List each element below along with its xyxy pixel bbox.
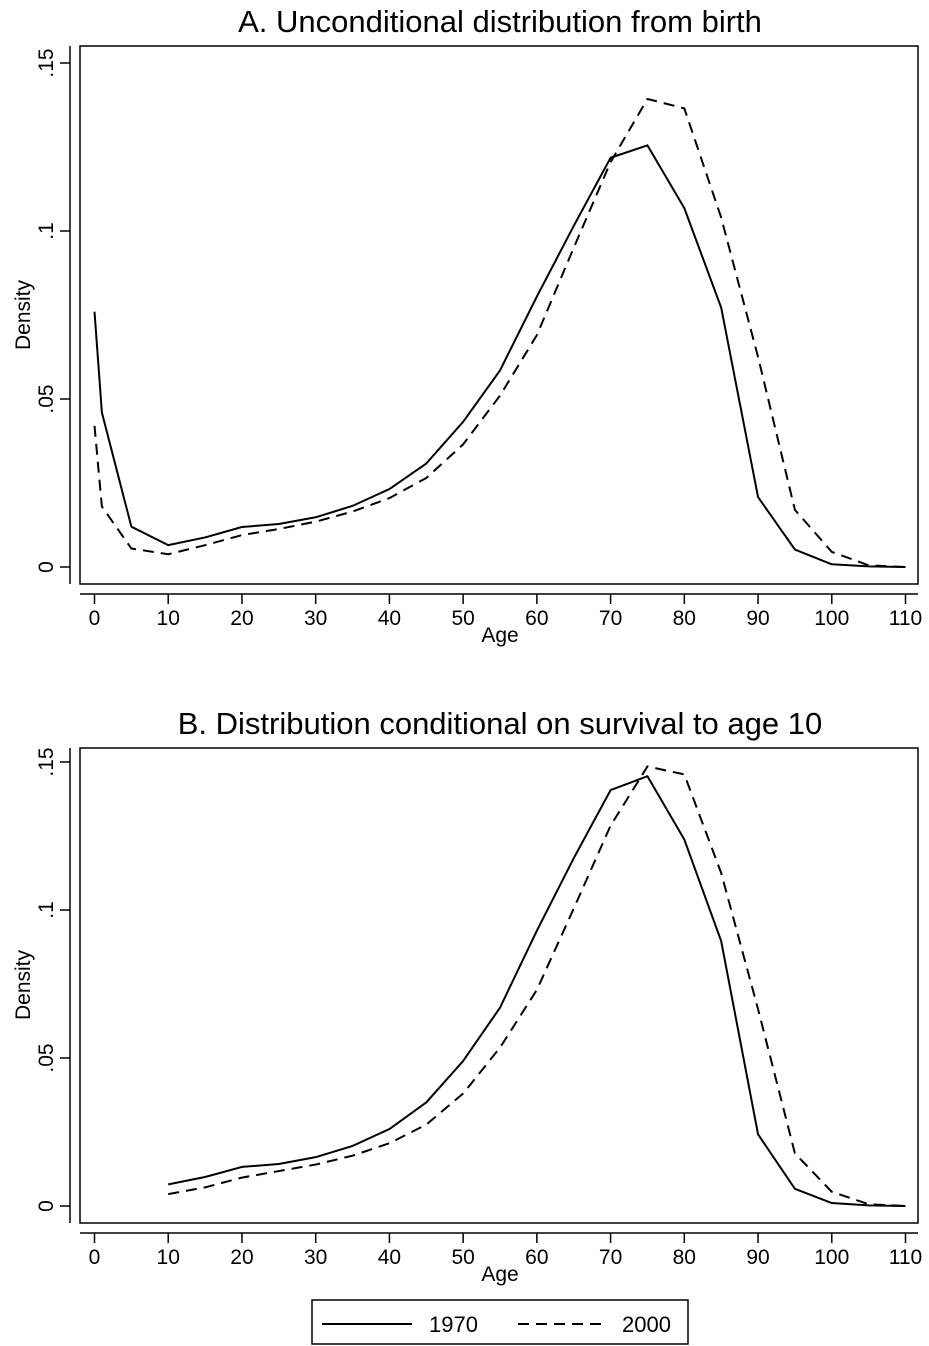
y-tick-label: .1 xyxy=(35,901,58,919)
x-tick-label: 50 xyxy=(451,607,474,630)
panel-a-x-axis-label: Age xyxy=(481,624,518,647)
panel-a-title: A. Unconditional distribution from birth xyxy=(238,4,762,39)
x-tick-label: 110 xyxy=(889,607,922,630)
x-tick-label: 110 xyxy=(889,1246,922,1269)
y-tick-label: .05 xyxy=(35,1043,58,1072)
y-tick-label: 0 xyxy=(35,561,58,573)
x-tick-label: 10 xyxy=(157,607,180,630)
x-tick-label: 70 xyxy=(599,1246,622,1269)
x-tick-label: 70 xyxy=(599,607,622,630)
panel-a-y-ticks: 0 .05 .1 .15 xyxy=(35,48,70,573)
panel-a-x-ticks: 0 10 20 30 40 50 60 70 80 90 100 110 xyxy=(89,594,922,630)
legend: 1970 2000 xyxy=(311,1299,689,1345)
panel-b-series xyxy=(168,765,906,1207)
legend-box xyxy=(311,1299,689,1345)
x-tick-label: 0 xyxy=(89,1246,101,1269)
panel-b-plot-frame xyxy=(79,747,919,1224)
panel-b-title: B. Distribution conditional on survival … xyxy=(178,706,822,741)
y-tick-label: .15 xyxy=(35,747,58,776)
x-tick-label: 90 xyxy=(746,1246,769,1269)
y-tick-label: 0 xyxy=(35,1200,58,1212)
legend-label-1970: 1970 xyxy=(429,1312,478,1337)
x-tick-label: 20 xyxy=(230,607,253,630)
series-line-1970 xyxy=(168,775,906,1207)
x-tick-label: 60 xyxy=(525,607,548,630)
panel-b: B. Distribution conditional on survival … xyxy=(12,706,922,1286)
x-tick-label: 50 xyxy=(451,1246,474,1269)
x-tick-label: 0 xyxy=(89,607,101,630)
panel-b-x-ticks: 0 10 20 30 40 50 60 70 80 90 100 110 xyxy=(89,1233,922,1269)
x-tick-label: 100 xyxy=(814,1246,849,1269)
x-tick-label: 80 xyxy=(673,607,696,630)
x-tick-label: 10 xyxy=(157,1246,180,1269)
series-line-1970 xyxy=(93,144,906,568)
series-line-2000 xyxy=(93,97,906,568)
x-tick-label: 30 xyxy=(304,607,327,630)
panel-a-plot-frame xyxy=(79,45,919,585)
legend-label-2000: 2000 xyxy=(622,1312,671,1337)
x-tick-label: 40 xyxy=(378,607,401,630)
panel-b-y-ticks: 0 .05 .1 .15 xyxy=(35,747,70,1212)
x-tick-label: 80 xyxy=(673,1246,696,1269)
panel-b-x-axis-label: Age xyxy=(481,1263,518,1286)
x-tick-label: 30 xyxy=(304,1246,327,1269)
y-tick-label: .15 xyxy=(35,48,58,77)
x-tick-label: 40 xyxy=(378,1246,401,1269)
y-tick-label: .05 xyxy=(35,384,58,413)
x-tick-label: 60 xyxy=(525,1246,548,1269)
panel-a-y-axis-label: Density xyxy=(12,279,35,350)
y-tick-label: .1 xyxy=(35,222,58,240)
panel-b-y-axis-label: Density xyxy=(12,949,35,1020)
x-tick-label: 100 xyxy=(814,607,849,630)
panel-a-series xyxy=(93,97,906,568)
x-tick-label: 20 xyxy=(230,1246,253,1269)
panel-a: A. Unconditional distribution from birth… xyxy=(12,4,922,647)
x-tick-label: 90 xyxy=(746,607,769,630)
